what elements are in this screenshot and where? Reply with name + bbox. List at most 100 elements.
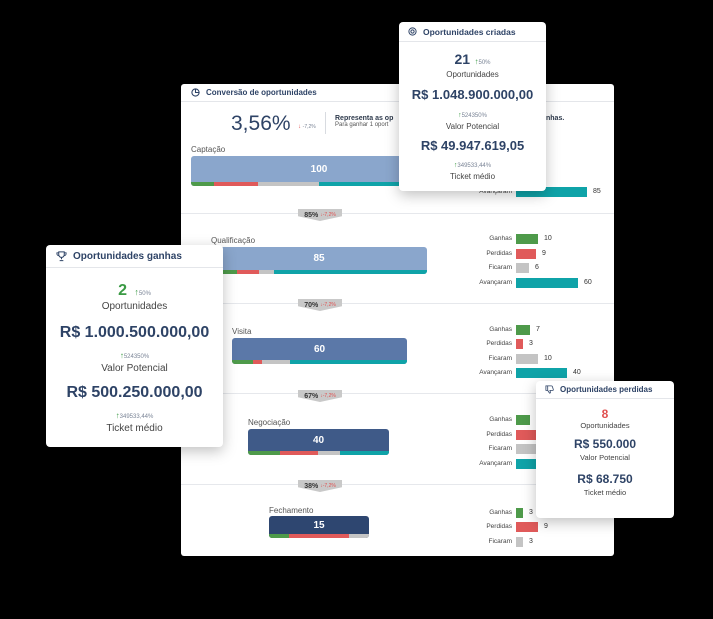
metric-row-won: Ganhas 7: [476, 324, 540, 335]
metric-row-lost: Perdidas: [476, 429, 536, 440]
lost-card-title: Oportunidades perdidas: [560, 385, 653, 394]
metric-bar: [516, 277, 578, 288]
created-ticket: R$ 49.947.619,05: [420, 138, 525, 153]
stage-separator: [181, 484, 614, 485]
metric-row-advanced: Avançaram 85: [476, 186, 601, 197]
won-card: Oportunidades ganhas 2 ↑50% Oportunidade…: [46, 245, 223, 447]
metric-row-advanced: Avançaram: [476, 458, 536, 469]
won-ticket-change: ↑349533,44%: [46, 405, 223, 423]
rate-divider: [325, 112, 326, 134]
metric-value: 7: [536, 326, 540, 333]
conversion-panel-header: Conversão de oportunidades: [181, 84, 614, 102]
conversion-badge-change: ↓-7,2%: [320, 212, 336, 218]
funnel-bar-negociacao[interactable]: 40: [248, 429, 389, 455]
metric-row-won: Ganhas 10: [476, 233, 552, 244]
created-potential-change: ↑524350%: [399, 104, 546, 122]
metric-label: Ganhas: [489, 235, 512, 242]
metric-label: Perdidas: [486, 340, 512, 347]
funnel-bar-value: 100: [310, 163, 328, 175]
metric-label: Ficaram: [488, 538, 512, 545]
created-card: Oportunidades criadas 21 ↑50% Oportunida…: [399, 22, 546, 191]
metric-row-stayed: Ficaram: [476, 443, 536, 454]
created-ticket-change-value: 349533,44%: [457, 163, 492, 169]
metric-label: Avançaram: [479, 460, 512, 467]
metric-label: Ganhas: [489, 416, 512, 423]
conversion-badge-value: 38%: [304, 482, 319, 490]
metric-label: Perdidas: [486, 250, 512, 257]
metric-bar: [516, 536, 523, 547]
created-potential: R$ 1.048.900.000,00: [411, 87, 534, 102]
lost-card: Oportunidades perdidas 8 Oportunidades R…: [536, 381, 674, 518]
arrow-up-icon: ↑: [458, 112, 462, 119]
conversion-badge: 70% ↓-7,2%: [298, 299, 342, 311]
metric-row-lost: Perdidas 3: [476, 338, 533, 349]
funnel-bar-value: 15: [313, 519, 325, 531]
lost-ticket: R$ 68.750: [577, 472, 633, 486]
conversion-badge: 38% ↓-7,2%: [298, 480, 342, 492]
metric-bar: [516, 324, 530, 335]
metric-bar: [516, 507, 523, 518]
metric-row-advanced: Avançaram 40: [476, 367, 581, 378]
metric-bar: [516, 458, 536, 469]
won-ticket: R$ 500.250.000,00: [66, 384, 203, 401]
metric-row-advanced: Avançaram 60: [476, 277, 592, 288]
metric-value: 3: [529, 340, 533, 347]
metric-row-lost: Perdidas 9: [476, 248, 546, 259]
funnel-bar-value: 60: [313, 343, 326, 355]
rate-description-sub: Para ganhar 1 oport: [335, 122, 389, 128]
won-count-label: Oportunidades: [101, 301, 168, 312]
funnel-bar-value: 40: [312, 434, 325, 446]
conversion-badge: 67% ↓-7,2%: [298, 390, 342, 402]
metric-value: 3: [529, 509, 533, 516]
funnel-bar-fechamento[interactable]: 15: [269, 516, 369, 538]
funnel-bar-qualificacao[interactable]: 85: [211, 247, 427, 274]
funnel-bar-value: 85: [313, 253, 325, 264]
stage-label-negociacao: Negociação: [248, 418, 291, 427]
lost-card-header: Oportunidades perdidas: [536, 381, 674, 399]
won-ticket-label: Ticket médio: [106, 423, 163, 434]
metric-bar: [516, 443, 536, 454]
rate-change: ↓ -7,2%: [298, 124, 316, 130]
stage-label-fechamento: Fechamento: [269, 506, 314, 515]
won-potential-change-value: 524350%: [123, 354, 150, 360]
stage-separator: [181, 303, 614, 304]
trophy-icon: [56, 250, 67, 261]
metric-label: Ficaram: [488, 264, 512, 271]
conversion-panel-title: Conversão de oportunidades: [206, 88, 317, 97]
funnel-bar-strip: [211, 270, 427, 274]
metric-value: 3: [529, 538, 533, 545]
metric-bar: [516, 367, 567, 378]
won-count: 2: [118, 282, 127, 299]
arrow-up-icon: ↑: [119, 351, 124, 360]
metric-bar: [516, 521, 538, 532]
metric-label: Ganhas: [489, 509, 512, 516]
metric-bar: [516, 414, 530, 425]
conversion-badge-change-value: -7,2%: [322, 212, 336, 218]
metric-value: 10: [544, 235, 552, 242]
arrow-up-icon: ↑: [134, 287, 139, 297]
metric-row-won: Ganhas 3: [476, 507, 533, 518]
metric-bar: [516, 353, 538, 364]
stage-label-visita: Visita: [232, 327, 252, 336]
metric-value: 10: [544, 355, 552, 362]
metric-value: 9: [544, 523, 548, 530]
metric-value: 60: [584, 279, 592, 286]
lost-count-label: Oportunidades: [580, 421, 630, 430]
metric-label: Perdidas: [486, 523, 512, 530]
arrow-up-icon: ↑: [474, 57, 479, 66]
chart-icon: [191, 88, 200, 97]
conversion-badge-value: 70%: [304, 301, 319, 309]
metric-value: 6: [535, 264, 539, 271]
metric-value: 40: [573, 369, 581, 376]
lost-potential-label: Valor Potencial: [580, 453, 630, 462]
rate-description-end: nhas.: [546, 115, 565, 122]
created-ticket-change: ↑349533,44%: [399, 154, 546, 172]
metric-label: Ganhas: [489, 326, 512, 333]
won-card-title: Oportunidades ganhas: [73, 250, 182, 262]
metric-bar: [516, 233, 538, 244]
arrow-up-icon: ↑: [115, 411, 120, 420]
created-card-header: Oportunidades criadas: [399, 22, 546, 42]
conversion-badge-change: ↓-7,2%: [320, 483, 336, 489]
funnel-bar-visita[interactable]: 60: [232, 338, 407, 364]
metric-label: Ficaram: [488, 355, 512, 362]
